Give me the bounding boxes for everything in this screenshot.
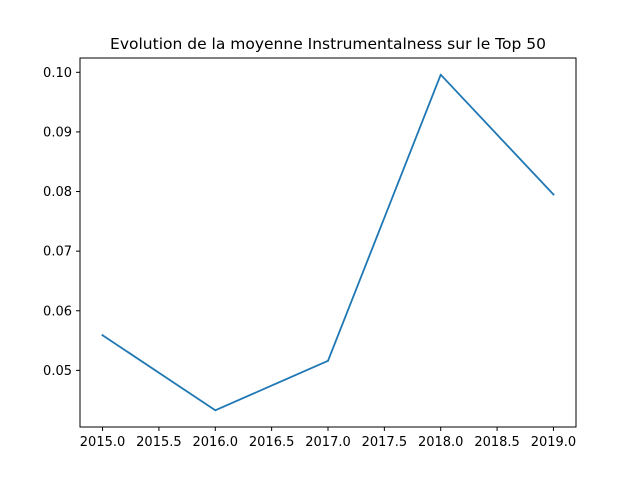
y-tick-label: 0.05 (43, 364, 72, 379)
data-point (439, 73, 442, 76)
data-point (101, 334, 104, 337)
y-tick-label: 0.08 (43, 185, 72, 200)
x-tick-label: 2018.0 (418, 435, 464, 450)
y-tick-label: 0.10 (43, 66, 72, 81)
x-tick-label: 2015.5 (136, 435, 182, 450)
y-axis-ticks: 0.05 0.06 0.07 0.08 0.09 0.10 (43, 66, 80, 379)
data-point (214, 409, 217, 412)
x-tick-label: 2015.0 (80, 435, 126, 450)
x-tick-label: 2016.5 (249, 435, 295, 450)
x-tick-label: 2019.0 (531, 435, 577, 450)
data-point (552, 193, 555, 196)
x-tick-label: 2018.5 (474, 435, 520, 450)
y-tick-label: 0.06 (43, 304, 72, 319)
x-tick-label: 2017.0 (305, 435, 351, 450)
data-point (327, 359, 329, 362)
x-tick-label: 2017.5 (362, 435, 408, 450)
x-tick-label: 2016.0 (193, 435, 239, 450)
plot-area (101, 73, 555, 412)
chart-title: Evolution de la moyenne Instrumentalness… (110, 35, 546, 53)
x-axis-ticks: 2015.0 2015.5 2016.0 2016.5 2017.0 2017.5 2018… (80, 427, 576, 450)
plot-frame (79, 57, 577, 428)
y-tick-label: 0.09 (43, 125, 72, 140)
y-tick-label: 0.07 (43, 245, 72, 260)
